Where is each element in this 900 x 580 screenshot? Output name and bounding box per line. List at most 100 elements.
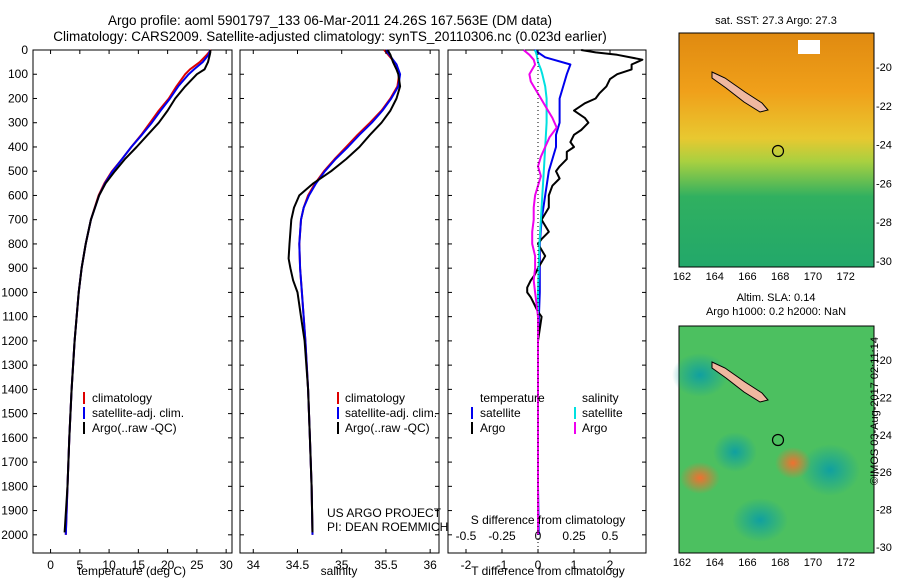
latitude-tick-label: -26 [876, 178, 892, 190]
longitude-tick-label: 162 [673, 557, 691, 569]
latitude-tick-label: -28 [876, 505, 892, 517]
latitude-tick-label: -28 [876, 217, 892, 229]
depth-tick-label: 600 [8, 188, 28, 202]
sla-eddy [672, 353, 728, 397]
salinity-axis-label: salinity [321, 564, 358, 578]
depth-tick-label: 2000 [1, 528, 28, 542]
depth-tick-label: 400 [8, 140, 28, 154]
depth-tick-label: 900 [8, 261, 28, 275]
legend-label-argo: Argo(..raw -QC) [345, 421, 430, 435]
sst-map [678, 32, 875, 268]
plot-title-line1: Argo profile: aoml 5901797_133 06-Mar-20… [107, 13, 553, 28]
s-difference-tick-label: -0.25 [488, 529, 516, 543]
x-tick-label: 25 [190, 558, 204, 572]
sla-warm-core [775, 447, 811, 479]
longitude-tick-label: 162 [673, 271, 691, 283]
sla-map [672, 325, 875, 554]
depth-tick-label: 0 [21, 43, 28, 57]
plot-title-line2: Climatology: CARS2009. Satellite-adjuste… [53, 29, 607, 44]
latitude-tick-label: -30 [876, 542, 892, 554]
x-tick-label: 15 [132, 558, 146, 572]
legend-label-temperature: temperature [480, 391, 545, 405]
pi-label: PI: DEAN ROEMMICH [327, 520, 448, 534]
cloud-patch [798, 40, 820, 54]
salinity-legend: climatology satellite-adj. clim. Argo(..… [337, 391, 437, 435]
depth-tick-label: 1500 [1, 407, 28, 421]
legend-label-climatology: climatology [345, 391, 405, 405]
x-tick-label: 5 [76, 558, 83, 572]
t-difference-axis-label: T difference from climatology [471, 564, 625, 578]
depth-tick-label: 700 [8, 213, 28, 227]
temperature-axis-label: temperature (deg C) [78, 564, 186, 578]
longitude-tick-label: 172 [837, 271, 855, 283]
depth-tick-label: 500 [8, 164, 28, 178]
difference-plot-frame [447, 49, 647, 554]
legend-label-salinity: salinity [582, 391, 619, 405]
sla-warm-core [680, 462, 720, 494]
new-caledonia-land [711, 361, 769, 403]
latitude-tick-label: -20 [876, 62, 892, 74]
x-tick-label: 30 [219, 558, 233, 572]
x-tick-label: 34 [247, 558, 261, 572]
longitude-tick-label: 164 [706, 271, 724, 283]
series-line-temperature-argo [526, 49, 644, 535]
s-difference-tick-label: 0.5 [602, 529, 619, 543]
salinity-plot-frame [239, 49, 440, 554]
difference-legend: temperature satellite Argo salinity sate… [471, 391, 623, 435]
temperature-legend: climatology satellite-adj. clim. Argo(..… [83, 391, 184, 435]
legend-label-sal-satellite: satellite [582, 406, 623, 420]
argo-position-marker [771, 144, 785, 158]
legend-label-climatology: climatology [92, 391, 152, 405]
sst-map-title: sat. SST: 27.3 Argo: 27.3 [715, 15, 837, 27]
project-label: US ARGO PROJECT [327, 506, 442, 520]
longitude-tick-label: 168 [771, 557, 789, 569]
legend-label-temp-satellite: satellite [480, 406, 521, 420]
x-tick-label: 35.5 [374, 558, 398, 572]
legend-label-satellite: satellite-adj. clim. [345, 406, 437, 420]
sla-map-title: Altim. SLA: 0.14 [736, 292, 816, 304]
salinity-series-group [287, 49, 402, 535]
depth-tick-label: 1100 [2, 310, 28, 324]
sla-map-subtitle: Argo h1000: 0.2 h2000: NaN [705, 306, 847, 318]
longitude-tick-label: 172 [837, 557, 855, 569]
longitude-tick-label: 168 [771, 271, 789, 283]
x-tick-label: 1 [571, 558, 578, 572]
legend-label-argo: Argo(..raw -QC) [92, 421, 177, 435]
x-tick-label: 2 [607, 558, 614, 572]
x-tick-label: 0 [535, 558, 542, 572]
depth-tick-label: 1900 [1, 504, 28, 518]
depth-tick-label: 1000 [1, 285, 28, 299]
x-tick-label: 34.5 [286, 558, 310, 572]
depth-tick-label: 300 [8, 116, 28, 130]
s-difference-tick-label: 0 [535, 529, 542, 543]
depth-tick-label: 100 [8, 67, 28, 81]
latitude-tick-label: -30 [876, 256, 892, 268]
depth-tick-label: 1400 [1, 382, 28, 396]
longitude-tick-label: 170 [804, 557, 822, 569]
s-difference-axis-label: S difference from climatology [471, 513, 626, 527]
sst-field [678, 32, 875, 268]
depth-tick-label: 1200 [1, 334, 28, 348]
legend-label-satellite: satellite-adj. clim. [92, 406, 184, 420]
sla-eddy [732, 498, 788, 542]
depth-tick-label: 1700 [1, 455, 28, 469]
latitude-tick-label: -22 [876, 392, 892, 404]
depth-tick-label: 1600 [1, 431, 28, 445]
x-tick-label: 20 [161, 558, 175, 572]
new-caledonia-land [711, 71, 769, 113]
sla-eddy [800, 444, 860, 496]
series-line-argo-raw-qc- [287, 49, 402, 533]
legend-label-sal-argo: Argo [582, 421, 608, 435]
x-tick-label: -1 [497, 558, 508, 572]
longitude-tick-label: 166 [738, 557, 756, 569]
s-difference-tick-label: 0.25 [562, 529, 586, 543]
sla-eddy [713, 432, 757, 472]
x-tick-label: 10 [102, 558, 116, 572]
series-line-salinity-argo [522, 49, 558, 535]
depth-tick-label: 1300 [1, 358, 28, 372]
x-tick-label: 0 [47, 558, 54, 572]
legend-label-temp-argo: Argo [480, 421, 506, 435]
latitude-tick-label: -22 [876, 101, 892, 113]
series-line-argo-raw-qc- [63, 50, 212, 533]
